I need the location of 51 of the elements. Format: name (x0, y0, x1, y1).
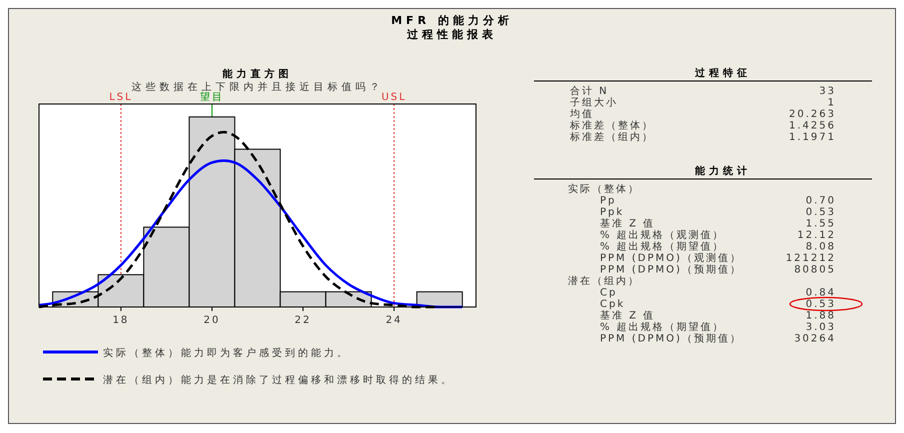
category-label: 标准差（组内） (569, 131, 654, 143)
category-label: 子组大小 (570, 96, 618, 108)
data-label: 121212 (786, 253, 836, 264)
chart-title: 能力直方图 (222, 68, 292, 80)
category-label: PPM (DPMO)（观测值） (600, 252, 742, 264)
x-tick-label: 22 (294, 315, 312, 326)
x-tick-label: 20 (204, 315, 220, 326)
data-label: 1.88 (806, 310, 836, 322)
data-label: 0.53 (806, 299, 836, 310)
ref-line-label: USL (381, 92, 407, 103)
ref-line-label: 望目 (200, 91, 224, 103)
data-label: 80805 (794, 264, 836, 276)
category-label: 潜在（组内） (568, 275, 640, 287)
data-label: 0.70 (806, 196, 836, 206)
data-label: 33 (819, 86, 836, 97)
text: 过程特征 (694, 67, 751, 79)
data-label: 8.08 (806, 242, 836, 252)
category-label: Cp (600, 288, 618, 298)
data-label: 1 (828, 98, 836, 108)
data-label: 20.263 (789, 109, 836, 120)
category-label: PPM (DPMO)（预期值） (600, 332, 742, 344)
x-tick-label: 24 (386, 315, 402, 326)
category-label: 实际（整体） (568, 183, 640, 195)
data-label: 1.4256 (789, 120, 836, 132)
data-label: 30264 (794, 334, 836, 344)
category-label: PPM (DPMO)（预期值） (600, 264, 742, 276)
x-tick-label: 18 (112, 315, 130, 326)
category-label: % 超出规格（期望值） (600, 240, 725, 252)
data-label: 1.1971 (789, 132, 836, 143)
ref-line-label: LSL (109, 92, 133, 103)
category-label: Pp (600, 196, 616, 206)
text: 过程性能报表 (406, 28, 497, 41)
legend-label: 实际（整体）能力即为客户感受到的能力。 (103, 347, 350, 359)
category-label: Cpk (600, 299, 626, 310)
text: MFR 的能力分析 (391, 14, 513, 27)
legend-label: 潜在（组内）能力是在消除了过程偏移和漂移时取得的结果。 (103, 374, 454, 386)
data-label: 0.53 (806, 207, 836, 218)
category-label: 合计 N (570, 85, 609, 97)
category-label: 均值 (569, 108, 594, 120)
data-label: 12.12 (797, 230, 836, 241)
chart-subtitle: 这些数据在上下限内并且接近目标值吗？ (132, 81, 384, 93)
category-label: % 超出规格（期望值） (600, 321, 725, 333)
text: 能力统计 (695, 165, 751, 177)
data-label: 0.84 (806, 288, 836, 298)
category-label: 基准 Z 值 (600, 310, 656, 322)
category-label: 标准差（整体） (569, 120, 654, 132)
data-label: 3.03 (806, 322, 836, 333)
data-label: 1.55 (806, 218, 836, 230)
category-label: Ppk (600, 207, 624, 218)
category-label: 基准 Z 值 (600, 218, 656, 230)
category-label: % 超出规格（观测值） (600, 229, 725, 241)
